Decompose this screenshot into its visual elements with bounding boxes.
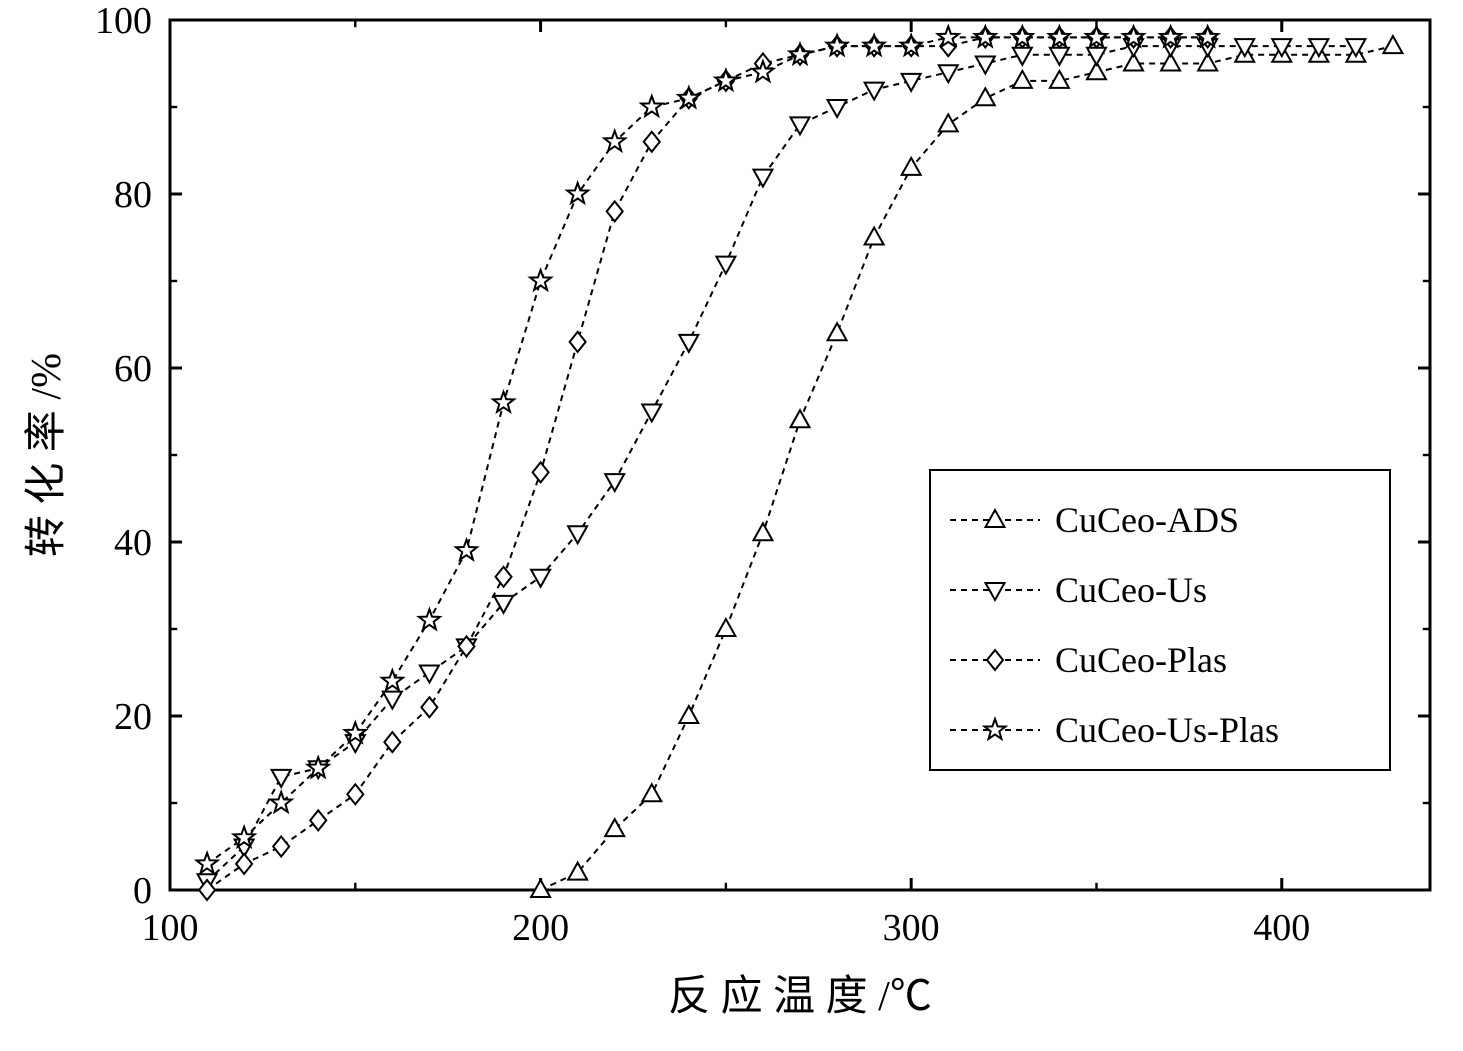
svg-text:40: 40 xyxy=(114,522,152,564)
svg-text:100: 100 xyxy=(95,0,152,42)
svg-text:80: 80 xyxy=(114,174,152,216)
svg-text:200: 200 xyxy=(512,907,569,949)
svg-text:20: 20 xyxy=(114,696,152,738)
conversion-chart: 100 200 300 400 0 20 40 60 80 100 反 应 温 度 /℃ 转 化 率 … xyxy=(0,0,1463,1051)
svg-text:400: 400 xyxy=(1253,907,1310,949)
svg-text:100: 100 xyxy=(142,907,199,949)
chart-container: 100 200 300 400 0 20 40 60 80 100 反 应 温 度 /℃ 转 化 率 … xyxy=(0,0,1463,1051)
x-axis-label: 反 应 温 度 /℃ xyxy=(668,973,932,1020)
legend-label-1: CuCeo-Us xyxy=(1055,570,1207,610)
legend-label-0: CuCeo-ADS xyxy=(1055,500,1239,540)
svg-text:0: 0 xyxy=(133,870,152,912)
svg-text:300: 300 xyxy=(883,907,940,949)
legend-label-2: CuCeo-Plas xyxy=(1055,640,1227,680)
y-axis-label: 转 化 率 /% xyxy=(23,353,70,557)
svg-text:60: 60 xyxy=(114,348,152,390)
legend-label-3: CuCeo-Us-Plas xyxy=(1055,710,1279,750)
